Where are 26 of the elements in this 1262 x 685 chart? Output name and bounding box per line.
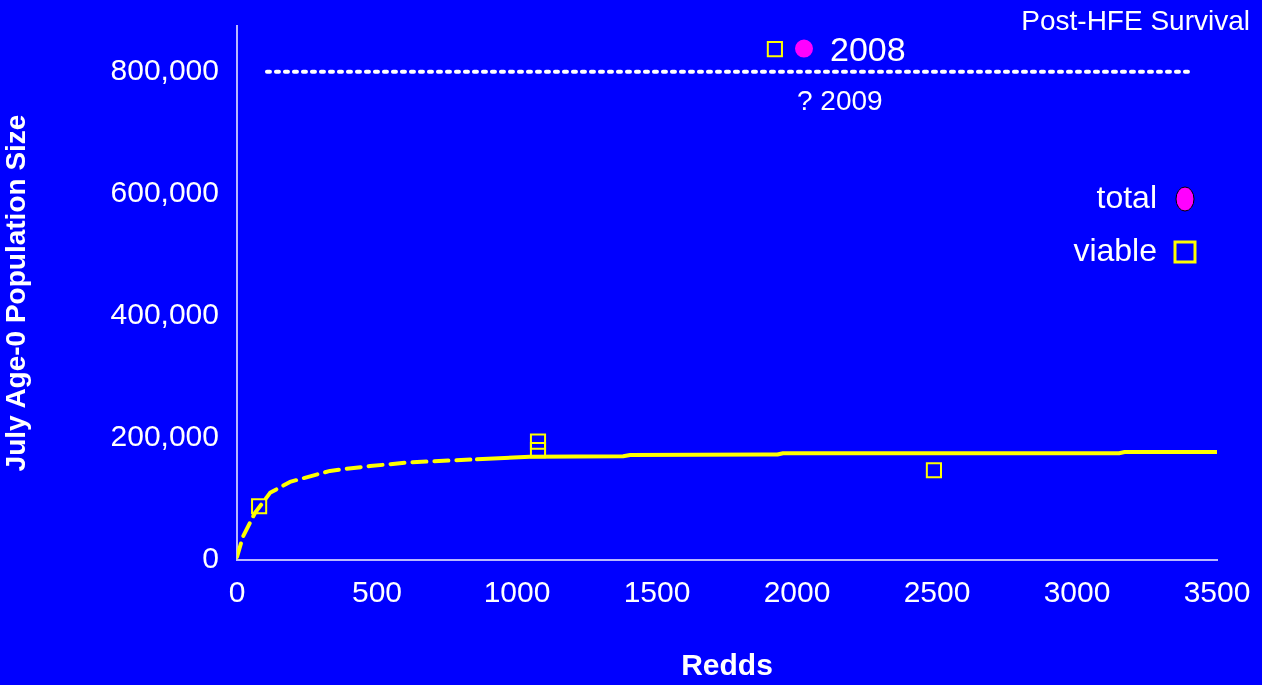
point [529,442,547,459]
legend-label: viable [1073,231,1157,268]
y-tick-label: 800,000 [110,53,219,87]
point [795,39,813,58]
point [766,41,783,58]
point [251,498,268,515]
x-tick-label: 1500 [623,575,691,609]
legend-label: total [1096,178,1157,215]
y-axis-title: July Age-0 Population Size [0,114,31,472]
y-tick-label: 0 [202,541,219,575]
x-tick-label: 2500 [903,575,971,609]
point [529,433,547,450]
x-tick-label: 0 [228,575,246,609]
x-tick-label: 500 [351,575,403,609]
x-axis-title: Redds [681,648,773,682]
x-tick-label: 2000 [763,575,831,609]
y-tick-label: 600,000 [110,175,219,209]
x-tick-label: 3500 [1183,575,1251,609]
annotation: 2008 [830,30,906,69]
y-tick-label: 400,000 [110,297,219,331]
x-tick-label: 1000 [483,575,551,609]
point [925,462,942,479]
chart-title: Post-HFE Survival [1021,4,1250,36]
x-tick-label: 3000 [1043,575,1111,609]
y-tick-label: 200,000 [110,419,219,453]
annotation: ? 2009 [797,84,883,116]
